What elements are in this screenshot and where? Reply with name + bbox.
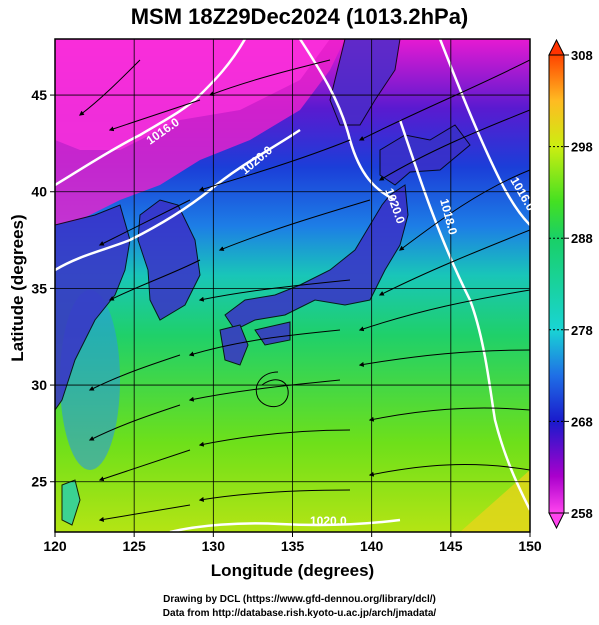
x-axis: 120 125 130 135 140 145 150: [43, 532, 542, 554]
y-axis: 25 30 35 40 45: [31, 87, 55, 490]
y-tick-label: 35: [31, 280, 47, 296]
colorbar-tick-label: 308: [571, 48, 593, 63]
streamline: [358, 349, 530, 367]
land-kyushu: [219, 324, 249, 366]
land-masses: [55, 39, 471, 526]
warm-air-mass: [460, 470, 530, 532]
streamline: [98, 199, 191, 246]
x-tick-label: 150: [518, 538, 542, 554]
streamline: [98, 449, 191, 482]
x-tick-label: 130: [202, 538, 226, 554]
land-china-coast: [55, 204, 131, 411]
streamline: [88, 354, 181, 391]
streamline: [188, 379, 341, 402]
streamline: [108, 99, 201, 132]
isobar-1016-west: [55, 39, 247, 187]
y-tick-label: 45: [31, 87, 47, 103]
land-taiwan: [61, 479, 81, 526]
y-tick-label: 40: [31, 184, 47, 200]
colorbar-max-triangle: [548, 38, 565, 56]
streamline: [198, 489, 351, 502]
colorbar-tick-label: 258: [571, 506, 593, 521]
y-tick-label: 25: [31, 474, 47, 490]
isobar-1018-east: [398, 119, 530, 511]
land-honshu: [224, 184, 409, 331]
x-tick-label: 120: [43, 538, 67, 554]
streamline: [378, 229, 530, 296]
streamline: [88, 404, 181, 441]
streamline: [108, 259, 201, 301]
isobar-1020-south: [169, 518, 401, 532]
chart-title: MSM 18Z29Dec2024 (1013.2hPa): [130, 4, 469, 29]
y-axis-label: Latitude (degrees): [8, 214, 27, 362]
cold-air-core: [55, 39, 330, 150]
colorbar-tick-label: 288: [571, 231, 593, 246]
streamline: [188, 329, 341, 357]
colorbar-tick-label: 278: [571, 323, 593, 338]
isobar-label: 1020.0: [310, 514, 347, 528]
streamline: [368, 407, 530, 422]
streamline: [98, 504, 191, 522]
colorbar-tick-label: 298: [571, 140, 593, 155]
land-korea: [137, 199, 201, 321]
credit-line-2: Data from http://database.rish.kyoto-u.a…: [162, 608, 437, 619]
streamline: [198, 429, 351, 447]
land-sakhalin-russia: [329, 39, 401, 126]
credit-line-1: Drawing by DCL (https://www.gfd-dennou.o…: [163, 594, 436, 605]
streamline: [358, 59, 530, 141]
colorbar: 258 268 278 288 298 308: [548, 38, 593, 530]
x-tick-label: 135: [281, 538, 305, 554]
isobars: [55, 39, 530, 532]
colorbar-ticks: 258 268 278 288 298 308: [549, 48, 593, 521]
streamline: [198, 139, 351, 192]
y-tick-label: 30: [31, 377, 47, 393]
map-gridlines: [55, 39, 530, 532]
colorbar-tick-label: 268: [571, 414, 593, 429]
streamline: [368, 464, 530, 477]
map-plot-area: [55, 39, 530, 532]
streamline: [398, 169, 530, 251]
x-tick-label: 145: [439, 538, 463, 554]
x-tick-label: 140: [360, 538, 384, 554]
isobar-1020-central: [55, 128, 301, 272]
streamline-vortex: [255, 371, 289, 408]
streamline: [208, 59, 331, 97]
streamline: [218, 199, 371, 251]
streamline: [378, 109, 530, 181]
isobar-1020-japan: [298, 39, 396, 202]
colorbar-min-triangle: [548, 512, 565, 530]
isobar-1016-east: [438, 39, 530, 226]
streamline: [358, 289, 530, 332]
x-tick-label: 125: [122, 538, 146, 554]
x-axis-label: Longitude (degrees): [210, 561, 375, 580]
colorbar-body: [548, 54, 565, 514]
